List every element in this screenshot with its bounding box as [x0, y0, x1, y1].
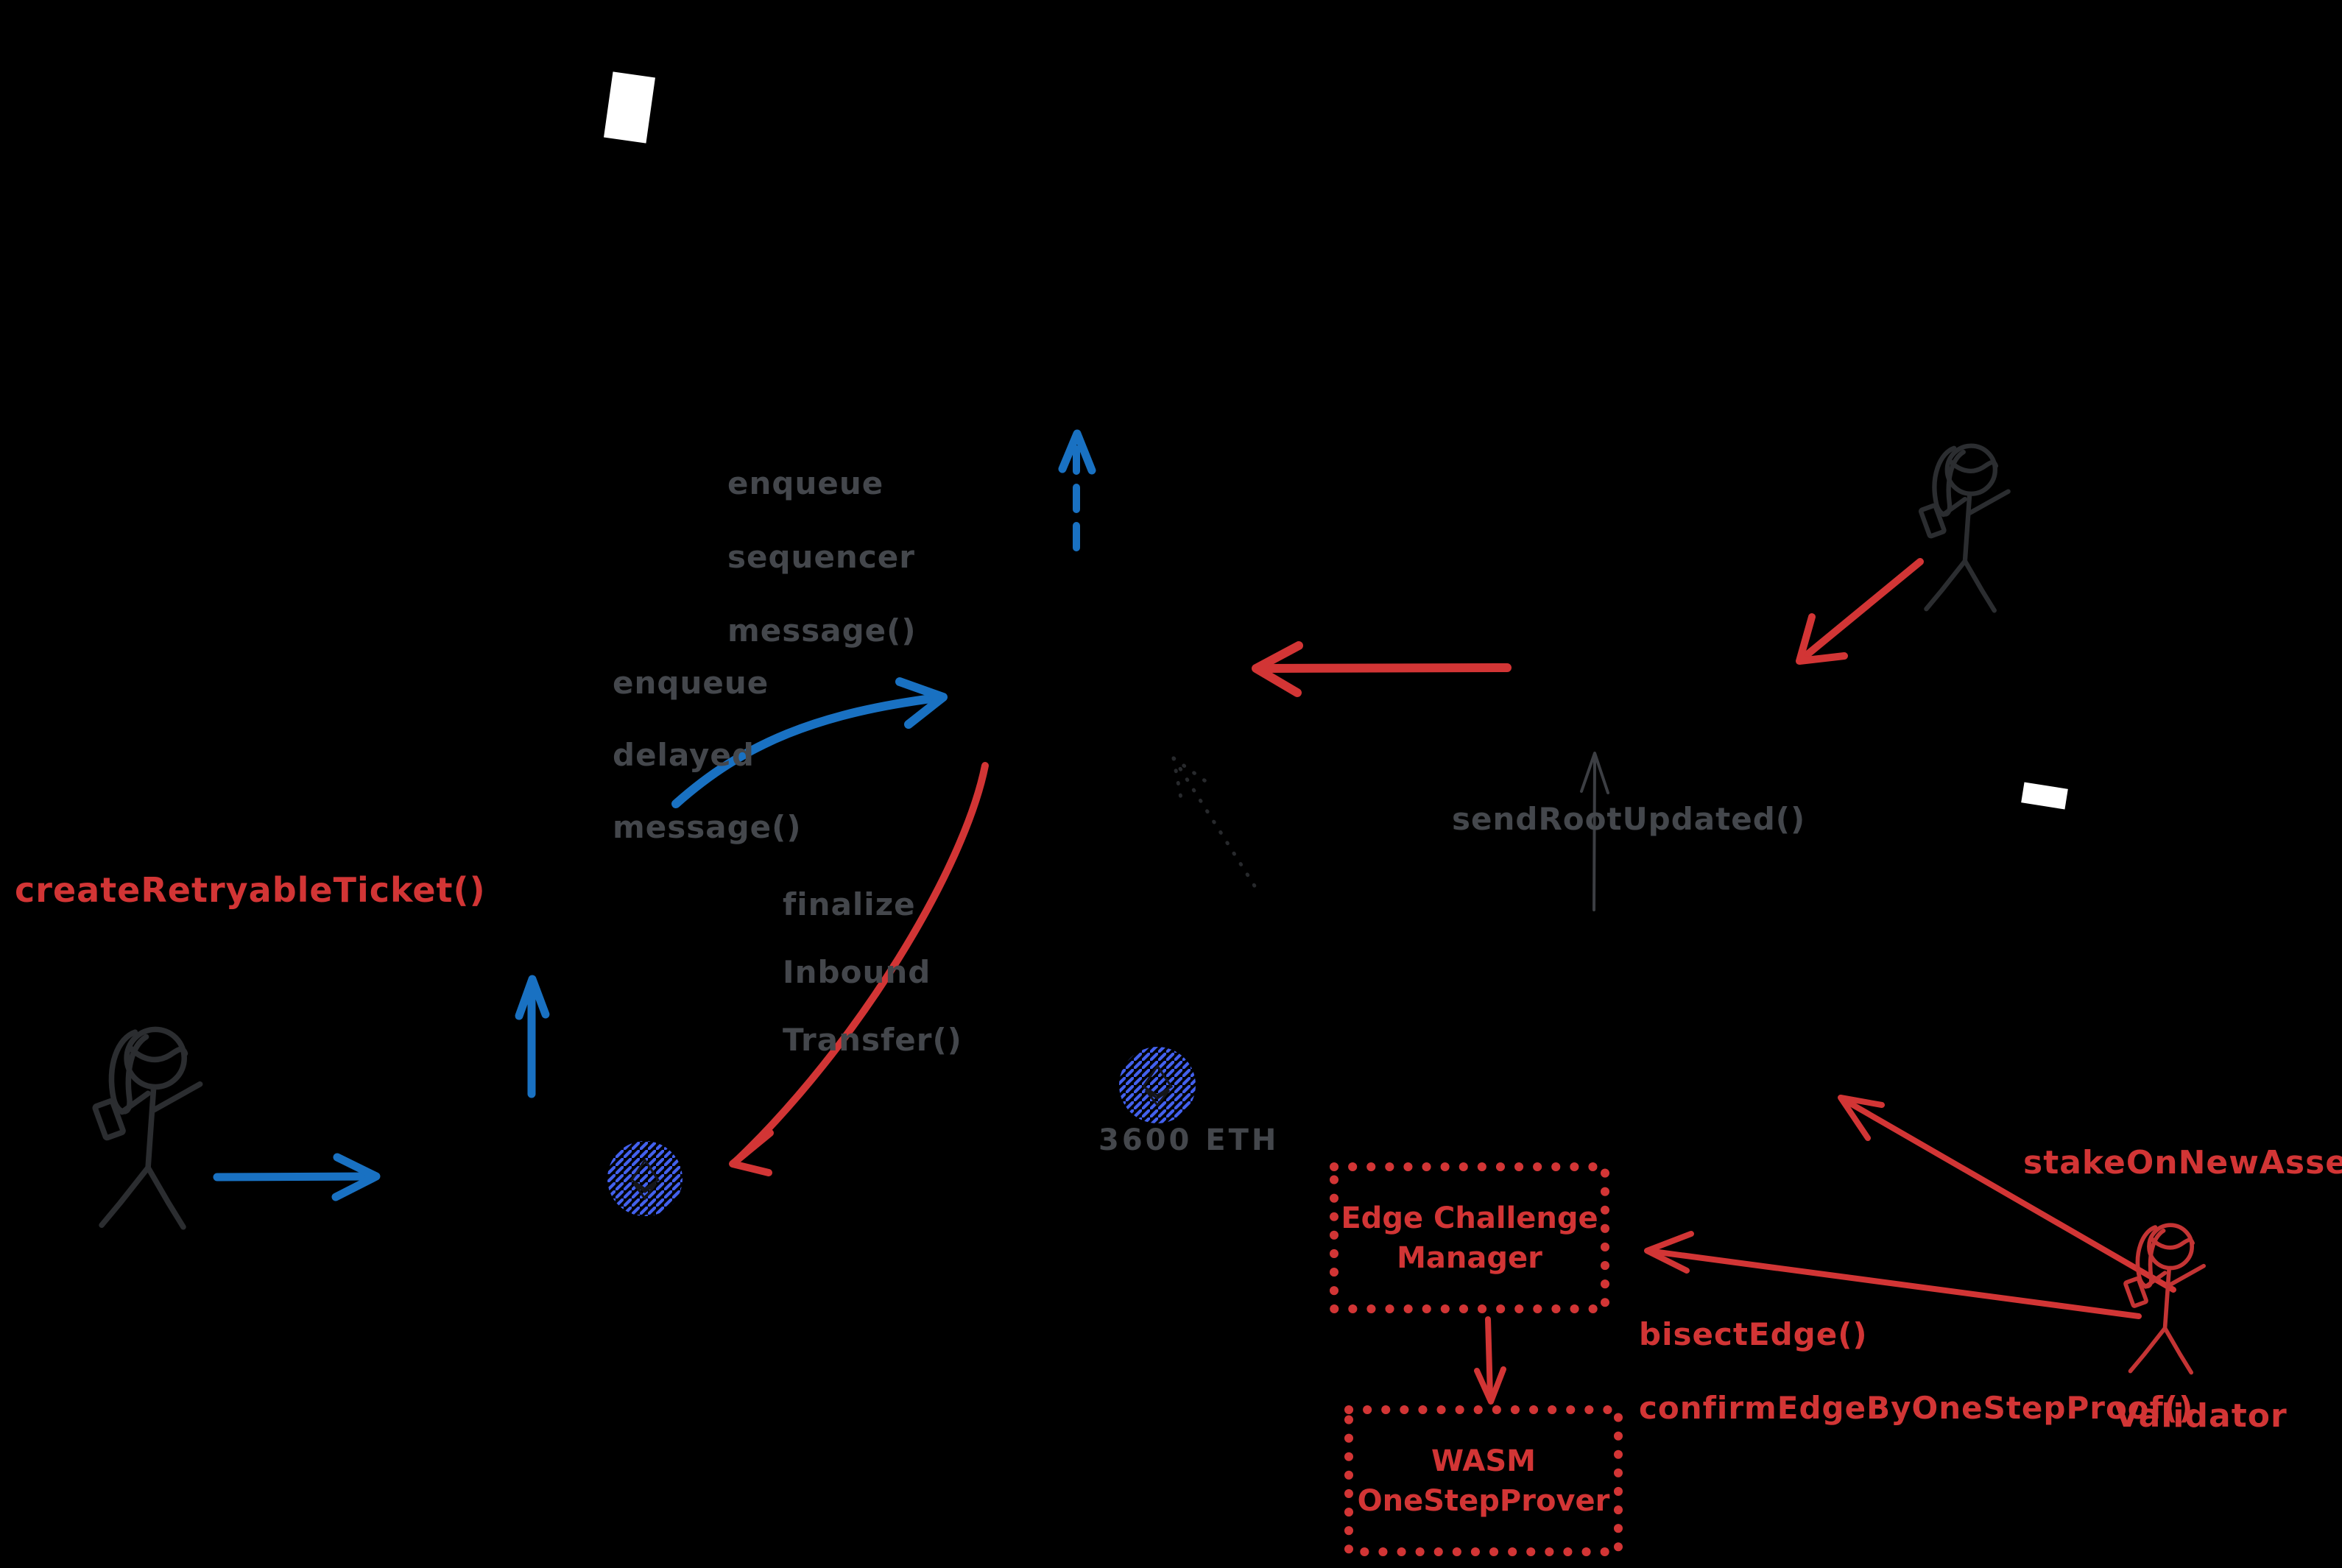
- red-diagonal-arrow: [1796, 558, 1924, 665]
- label-line: bisectEdge(): [1639, 1316, 1868, 1352]
- blue-curved-arrow: [671, 677, 948, 808]
- validator-label: Validator: [2114, 1397, 2288, 1435]
- label-line: WASM: [1431, 1444, 1536, 1478]
- edge-challenge-manager-box: Edge Challenge Manager: [1334, 1167, 1605, 1309]
- label-line: finalize: [783, 886, 916, 922]
- label-line: confirmEdgeByOneStepProof(): [1639, 1390, 2194, 1426]
- bisect-edge-label: bisectEdge() confirmEdgeByOneStepProof(): [1639, 1316, 2193, 1427]
- label-line: Inbound: [783, 954, 931, 990]
- small-paper-icon: [2021, 782, 2068, 810]
- stake-on-new-assertion-label: stakeOnNewAssertion(): [2023, 1144, 2342, 1182]
- label-line: enqueue: [613, 665, 769, 701]
- enqueue-sequencer-message-label: enqueue sequencer message(): [727, 465, 917, 649]
- wasm-one-step-prover-title: WASM OneStepProver: [1358, 1441, 1610, 1521]
- edge-challenge-manager-box-border: [1330, 1162, 1609, 1313]
- sequencer-person-icon: [1920, 446, 2008, 611]
- blue-up-arrow: [515, 975, 550, 1098]
- dark-dotted-arrow: [1171, 756, 1258, 889]
- red-down-arrow: [1474, 1316, 1506, 1405]
- blue-dashed-up-arrow: [1058, 429, 1096, 551]
- label-line: OneStepProver: [1357, 1483, 1610, 1518]
- label-line: delayed: [613, 737, 755, 773]
- red-arrow-stake-assertion: [1838, 1095, 2176, 1293]
- red-curved-arrow: [729, 762, 989, 1176]
- eth-amount-label: 3600 ETH: [1098, 1123, 1280, 1157]
- label-line: sequencer: [727, 539, 915, 575]
- finalize-inbound-transfer-label: finalize Inbound Transfer(): [783, 888, 962, 1057]
- eth-coin-3600-icon: [1119, 1047, 1196, 1123]
- gray-up-arrow: [1580, 752, 1609, 911]
- label-line: Transfer(): [783, 1022, 962, 1058]
- edge-challenge-manager-title: Edge Challenge Manager: [1341, 1198, 1598, 1278]
- label-line: message(): [613, 809, 802, 845]
- label-line: Edge Challenge: [1341, 1201, 1598, 1235]
- label-line: Manager: [1397, 1240, 1542, 1275]
- label-line: enqueue: [727, 465, 884, 501]
- label-line: message(): [727, 612, 917, 649]
- send-root-updated-label: sendRootUpdated(): [1452, 801, 1806, 837]
- enqueue-delayed-message-label: enqueue delayed message(): [613, 665, 802, 845]
- create-retryable-ticket-label: createRetryableTicket(): [15, 870, 486, 910]
- paper-sheet-icon: [604, 71, 655, 144]
- eth-coin-icon: [607, 1141, 683, 1216]
- wasm-one-step-prover-box: WASM OneStepProver: [1349, 1410, 1618, 1552]
- blue-right-arrow: [213, 1153, 381, 1201]
- red-arrow-validator-to-ecm: [1644, 1231, 2142, 1319]
- red-left-arrow: [1252, 641, 1512, 697]
- user-person-icon: [95, 1029, 200, 1226]
